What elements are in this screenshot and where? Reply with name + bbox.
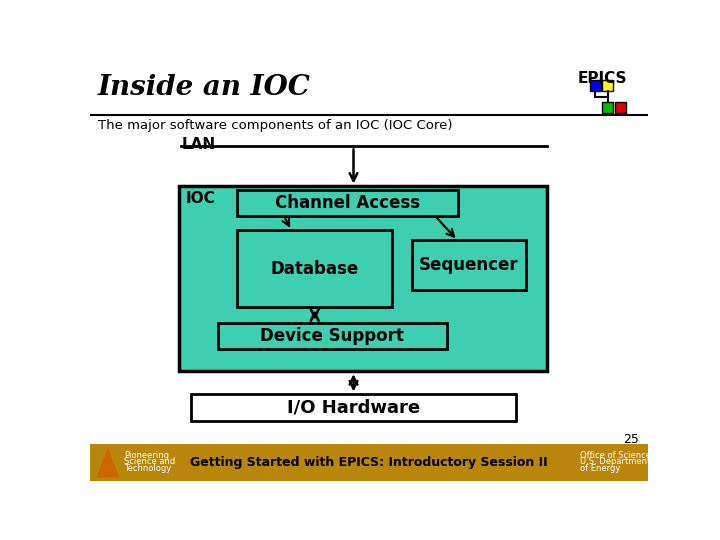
Text: Getting Started with EPICS: Introductory Session II: Getting Started with EPICS: Introductory… (190, 456, 548, 469)
Text: EPICS: EPICS (577, 71, 627, 86)
Text: The major software components of an IOC (IOC Core): The major software components of an IOC … (98, 119, 452, 132)
Bar (615, 102, 626, 112)
Bar (590, 80, 600, 91)
Text: Database: Database (271, 260, 359, 278)
Text: of Energy: of Energy (580, 464, 620, 474)
Text: Science and: Science and (124, 457, 176, 467)
Text: Sequencer: Sequencer (419, 256, 519, 274)
Text: U.S. Department: U.S. Department (580, 457, 650, 467)
Text: Technology: Technology (124, 464, 171, 474)
Text: Office of Science: Office of Science (580, 450, 651, 460)
Bar (602, 80, 613, 91)
Bar (179, 186, 547, 372)
Text: Device Support: Device Support (260, 327, 404, 345)
Bar (602, 102, 613, 112)
Bar (238, 231, 392, 307)
Polygon shape (96, 448, 120, 477)
Bar (238, 190, 458, 215)
Text: Inside an IOC: Inside an IOC (98, 74, 310, 101)
Bar (218, 323, 446, 349)
Bar (90, 444, 648, 481)
Text: Channel Access: Channel Access (275, 194, 420, 212)
Bar (412, 240, 526, 291)
Text: Pioneering: Pioneering (124, 450, 169, 460)
Text: 25: 25 (623, 433, 639, 446)
Text: IOC: IOC (185, 191, 215, 206)
Bar (191, 394, 516, 421)
Text: I/O Hardware: I/O Hardware (287, 399, 420, 416)
Text: LAN: LAN (181, 137, 215, 152)
